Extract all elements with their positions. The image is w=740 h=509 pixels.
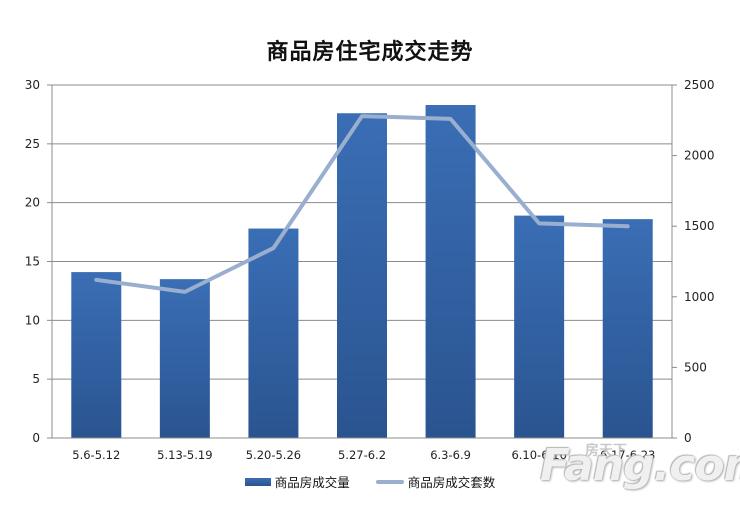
svg-text:25: 25 — [25, 137, 40, 151]
svg-text:15: 15 — [25, 255, 40, 269]
bar — [159, 279, 210, 438]
bar — [71, 272, 122, 438]
bar-swatch-icon — [244, 477, 271, 486]
svg-text:30: 30 — [25, 78, 40, 92]
svg-text:20: 20 — [25, 196, 40, 210]
svg-text:6.17-6.23: 6.17-6.23 — [600, 448, 655, 462]
left-axis-labels: 0 5 10 15 20 25 30 — [25, 78, 40, 445]
legend: 商品房成交量 商品房成交套数 — [0, 472, 740, 491]
watermark-cn: 房天下 — [585, 443, 627, 459]
bar — [425, 105, 476, 439]
x-axis-labels: 5.6-5.12 5.13-5.19 5.20-5.26 5.27-6.2 6.3-6.… — [72, 448, 655, 462]
svg-text:500: 500 — [684, 360, 707, 374]
watermark-logo: Fang.com — [540, 440, 740, 491]
bar — [248, 228, 299, 438]
right-axis-labels: 0 500 1000 1500 2000 2500 — [684, 78, 715, 445]
bar — [602, 219, 653, 438]
svg-text:2500: 2500 — [684, 78, 715, 92]
svg-text:2000: 2000 — [684, 149, 715, 163]
svg-text:5.27-6.2: 5.27-6.2 — [338, 448, 386, 462]
svg-text:6.3-6.9: 6.3-6.9 — [430, 448, 471, 462]
chart-title: 商品房住宅成交走势 — [266, 39, 474, 65]
legend-item-line: 商品房成交套数 — [375, 472, 496, 491]
legend-item-bar: 商品房成交量 — [244, 472, 350, 491]
svg-text:0: 0 — [684, 431, 692, 445]
svg-text:1500: 1500 — [684, 219, 715, 233]
svg-text:0: 0 — [32, 431, 40, 445]
line-series — [94, 114, 630, 294]
line-swatch-icon — [375, 479, 404, 484]
axes — [47, 84, 677, 439]
svg-text:6.10-6.16: 6.10-6.16 — [511, 448, 566, 462]
bar — [337, 113, 387, 439]
svg-text:10: 10 — [25, 313, 40, 327]
bar — [514, 215, 565, 438]
legend-bar-label: 商品房成交量 — [274, 475, 350, 490]
svg-text:5.13-5.19: 5.13-5.19 — [157, 448, 212, 462]
legend-line-label: 商品房成交套数 — [407, 475, 496, 490]
svg-text:1000: 1000 — [684, 290, 715, 304]
bar-series — [71, 105, 653, 439]
svg-text:5: 5 — [32, 372, 40, 386]
svg-text:5.20-5.26: 5.20-5.26 — [246, 448, 301, 462]
svg-text:5.6-5.12: 5.6-5.12 — [72, 448, 120, 462]
